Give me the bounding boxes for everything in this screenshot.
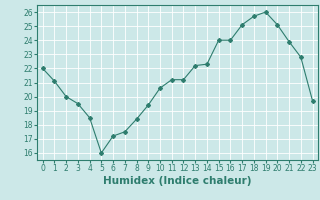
X-axis label: Humidex (Indice chaleur): Humidex (Indice chaleur) xyxy=(103,176,252,186)
